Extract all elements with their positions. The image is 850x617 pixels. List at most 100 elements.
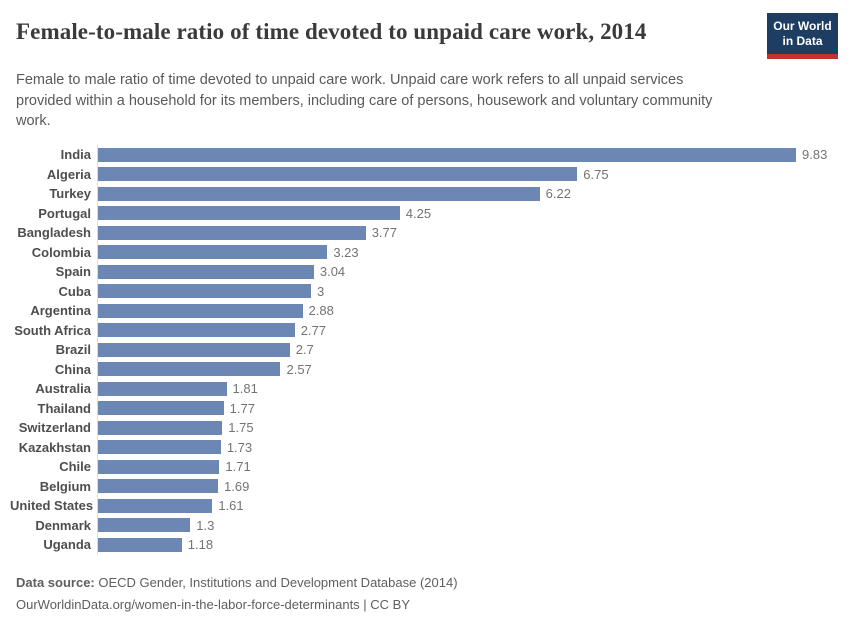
country-label: Chile	[59, 459, 91, 475]
bar-track: 1.73	[97, 437, 834, 458]
country-label: Portugal	[38, 205, 91, 221]
bar-track: 9.83	[97, 145, 834, 165]
country-label: Argentina	[30, 303, 91, 319]
owid-logo: Our World in Data	[767, 13, 838, 59]
value-label: 1.61	[218, 498, 244, 514]
bar[interactable]	[98, 342, 290, 357]
bar-track: 2.77	[97, 320, 834, 341]
bar-track: 1.18	[97, 535, 834, 555]
value-label: 1.75	[228, 420, 254, 436]
bar[interactable]	[98, 206, 400, 221]
country-label: Thailand	[37, 400, 91, 416]
bar-track: 6.75	[97, 164, 834, 185]
bar[interactable]	[98, 459, 220, 474]
bar[interactable]	[98, 420, 223, 435]
bar[interactable]	[98, 362, 281, 377]
data-source-label: Data source:	[16, 574, 95, 590]
bar-row: Cuba 3	[10, 281, 834, 302]
bar-row: Uganda 1.18	[10, 535, 834, 555]
chart-footer: Data source: OECD Gender, Institutions a…	[16, 572, 834, 617]
bar[interactable]	[98, 498, 213, 513]
bar-track: 2.7	[97, 340, 834, 360]
value-label: 2.88	[308, 303, 334, 319]
data-source-line: Data source: OECD Gender, Institutions a…	[16, 572, 834, 595]
country-label: Turkey	[49, 186, 91, 202]
bar-row: Brazil 2.7	[10, 340, 834, 360]
bar-row: United States 1.61	[10, 496, 834, 516]
citation-line: OurWorldinData.org/women-in-the-labor-fo…	[16, 597, 411, 613]
bar[interactable]	[98, 440, 221, 455]
page-title: Female-to-male ratio of time devoted to …	[16, 19, 647, 44]
bar[interactable]	[98, 245, 328, 260]
value-label: 1.71	[225, 459, 251, 475]
bar-row: India 9.83	[10, 145, 834, 165]
bar-track: 3	[97, 281, 834, 302]
bar-row: Algeria 6.75	[10, 164, 834, 185]
bar[interactable]	[98, 303, 303, 318]
value-label: 1.3	[196, 517, 215, 533]
country-label: Kazakhstan	[18, 439, 91, 455]
country-label: Belgium	[39, 478, 91, 494]
bar-row: Chile 1.71	[10, 457, 834, 477]
bar[interactable]	[98, 401, 224, 416]
bar[interactable]	[98, 284, 312, 299]
bar-row: Switzerland 1.75	[10, 418, 834, 438]
country-label: Algeria	[46, 166, 91, 182]
country-label: Bangladesh	[17, 225, 91, 241]
bar[interactable]	[98, 147, 796, 162]
value-label: 2.7	[295, 342, 314, 358]
country-label: India	[60, 147, 91, 163]
bar-track: 1.81	[97, 379, 834, 399]
bar-track: 6.22	[97, 184, 834, 204]
bar-track: 4.25	[97, 203, 834, 224]
bar-row: China 2.57	[10, 359, 834, 380]
bar-track: 1.61	[97, 496, 834, 516]
bar[interactable]	[98, 264, 314, 279]
country-label: China	[54, 361, 91, 377]
bar[interactable]	[98, 186, 540, 201]
bar-track: 1.69	[97, 476, 834, 497]
bar-track: 3.77	[97, 223, 834, 243]
country-label: Denmark	[35, 517, 91, 533]
value-label: 1.69	[224, 478, 250, 494]
bar-track: 1.75	[97, 418, 834, 438]
value-label: 2.77	[300, 322, 326, 338]
bar-track: 3.04	[97, 262, 834, 282]
bar-row: Bangladesh 3.77	[10, 223, 834, 243]
country-label: South Africa	[14, 322, 91, 338]
country-label: Spain	[55, 264, 91, 280]
value-label: 3.23	[333, 244, 359, 260]
bar[interactable]	[98, 518, 191, 533]
bar-row: Portugal 4.25	[10, 203, 834, 224]
country-label: United States	[10, 498, 94, 514]
value-label: 9.83	[802, 147, 828, 163]
bar-track: 1.3	[97, 515, 834, 536]
bar-row: Argentina 2.88	[10, 301, 834, 321]
value-label: 1.18	[187, 537, 214, 553]
bar[interactable]	[98, 225, 366, 240]
bar-row: Denmark 1.3	[10, 515, 834, 536]
logo-line-2: in Data	[782, 34, 823, 48]
bar-row: Australia 1.81	[10, 379, 834, 399]
chart-page: Female-to-male ratio of time devoted to …	[0, 13, 850, 612]
value-label: 2.57	[286, 361, 312, 377]
bar[interactable]	[98, 537, 182, 552]
chart-subtitle: Female to male ratio of time devoted to …	[16, 72, 713, 130]
country-label: Cuba	[58, 283, 92, 299]
bar[interactable]	[98, 381, 227, 396]
bar[interactable]	[98, 323, 295, 338]
country-label: Uganda	[43, 537, 91, 553]
chart-header: Female-to-male ratio of time devoted to …	[0, 13, 850, 59]
bar-track: 2.88	[97, 301, 834, 321]
value-label: 4.25	[405, 205, 432, 221]
value-label: 6.75	[583, 166, 609, 182]
bar-row: Turkey 6.22	[10, 184, 834, 204]
bar-row: Thailand 1.77	[10, 398, 834, 419]
value-label: 6.22	[545, 186, 571, 202]
data-source-text: OECD Gender, Institutions and Developmen…	[98, 574, 458, 590]
country-label: Colombia	[31, 244, 91, 260]
bar[interactable]	[98, 167, 578, 182]
bar[interactable]	[98, 479, 218, 494]
country-label: Brazil	[55, 342, 91, 358]
bar-chart: India 9.83 Algeria 6.75 Turkey 6.22 Portugal 4.…	[10, 145, 834, 555]
